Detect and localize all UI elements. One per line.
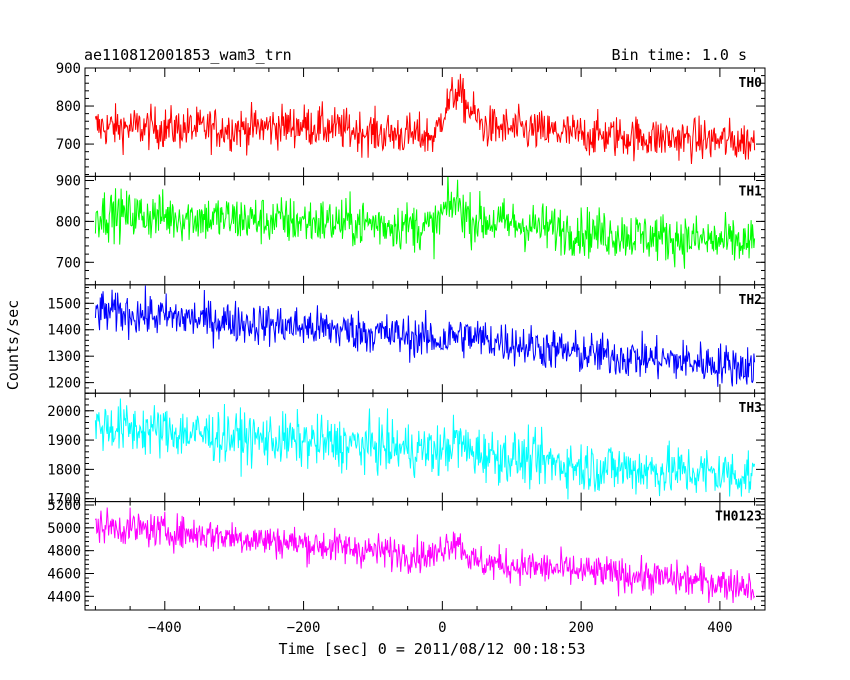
x-axis-title: Time [sec] 0 = 2011/08/12 00:18:53	[278, 640, 585, 658]
y-tick-label: 800	[56, 99, 81, 115]
x-tick-label: 400	[707, 620, 732, 636]
y-tick-label: 1500	[47, 296, 81, 312]
panel-th0123: 4400 4600 4800 5000 5200 TH0123	[47, 498, 766, 611]
panel-th2: 1200 1300 1400 1500 TH2	[47, 284, 766, 394]
x-tick-label: 200	[568, 620, 593, 636]
y-axis-title: Counts/sec	[4, 300, 22, 390]
y-tick-label: 1200	[47, 376, 81, 392]
panel-th3: 1700 1800 1900 2000 TH3	[47, 392, 766, 508]
panels-group: 700 800 900 TH0 700 800 900 TH1 1200 1300 1400 1500…	[47, 61, 766, 611]
y-tick-label: 1900	[47, 433, 81, 449]
y-tick-label: 700	[56, 255, 81, 271]
bin-time-label: Bin time: 1.0 s	[612, 46, 747, 64]
y-tick-label: 900	[56, 173, 81, 189]
series-line-th0	[94, 73, 756, 164]
y-tick-label: 2000	[47, 404, 81, 420]
x-tick-label: 0	[438, 620, 446, 636]
y-tick-label: 1400	[47, 323, 81, 339]
y-tick-label: 4600	[47, 566, 81, 582]
series-line-th3	[94, 398, 756, 500]
y-tick-label: 800	[56, 214, 81, 230]
panel-label-th2: TH2	[739, 293, 762, 308]
y-tick-label: 1300	[47, 349, 81, 365]
series-line-th0123	[94, 507, 756, 604]
x-tick-label: −400	[148, 620, 182, 636]
panel-label-th0123: TH0123	[715, 510, 762, 525]
y-tick-label: 5200	[47, 498, 81, 514]
y-tick-label: 4800	[47, 544, 81, 560]
series-line-th2	[94, 285, 756, 387]
panel-th0: 700 800 900 TH0	[56, 61, 766, 177]
y-tick-label: 700	[56, 137, 81, 153]
panel-label-th1: TH1	[739, 184, 763, 199]
panel-th1: 700 800 900 TH1	[56, 173, 766, 286]
panel-frame	[84, 501, 766, 611]
y-tick-label: 1700	[47, 492, 81, 508]
panel-label-th3: TH3	[739, 401, 762, 416]
chart-title: ae110812001853_wam3_trn	[84, 46, 292, 64]
y-tick-label: 900	[56, 61, 81, 77]
series-line-th1	[94, 176, 756, 269]
y-tick-label: 4400	[47, 589, 81, 605]
panel-label-th0: TH0	[739, 76, 763, 91]
x-axis: −400 −200 0 200 400	[148, 620, 733, 636]
y-tick-label: 1800	[47, 462, 81, 478]
y-tick-label: 5000	[47, 521, 81, 537]
x-tick-label: −200	[287, 620, 321, 636]
